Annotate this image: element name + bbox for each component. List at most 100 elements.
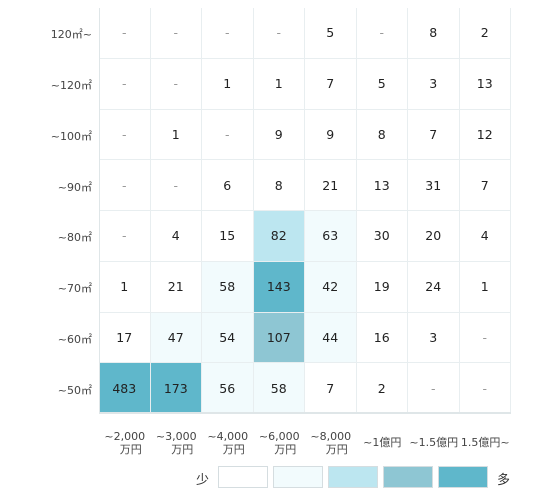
heatmap-cell: 107 [253,312,305,364]
y-tick-label: ~80㎡ [57,231,92,245]
heatmap-cell: - [202,109,254,161]
heatmap-cell: - [150,160,202,211]
x-tick-label-line: 1.5億円~ [460,436,510,449]
legend-swatch [383,466,433,488]
heatmap-cell: - [150,58,202,110]
y-tick-label: ~50㎡ [57,383,92,397]
heatmap-cell: 7 [459,160,511,211]
legend-swatch [273,466,323,488]
y-tick-label: 120㎡~ [50,28,92,42]
x-tick-label-line: ~2,000 [104,430,146,443]
heatmap-cell: 82 [253,211,305,262]
heatmap-cell: 7 [408,109,460,161]
heatmap-cell: 42 [305,261,357,313]
heatmap-cell: 54 [202,312,254,364]
y-tick-label: ~90㎡ [57,180,92,194]
heatmap-grid: - - - -5-8 2- -1 1 7 5 3 13-1-9 9 8 7 12- -6 8 21 13 31 7-4 1… [99,8,511,414]
legend-swatch [328,466,378,488]
heatmap-cell: 8 [356,109,408,161]
x-tick-label: ~1.5億円 [408,430,460,449]
x-tick-label: ~4,000 万円 [202,430,254,456]
heatmap-cell: 17 [99,312,151,364]
x-tick-label-line: ~1.5億円 [409,436,459,449]
heatmap-cell: - [459,312,511,364]
heatmap-cell: - [99,160,151,211]
x-tick-label: ~1億円 [357,430,409,449]
heatmap-cell: 44 [305,312,357,364]
heatmap-cell: 5 [356,58,408,110]
heatmap-cell: - [99,211,151,262]
heatmap-cell: 9 [253,109,305,161]
heatmap-cell: 24 [408,261,460,313]
heatmap-cell: 1 [150,109,202,161]
heatmap-cell: - [356,8,408,59]
heatmap-cell: 6 [202,160,254,211]
heatmap-cell: 143 [253,261,305,313]
heatmap-cell: 7 [305,363,357,414]
x-tick-label: ~3,000 万円 [151,430,203,456]
x-tick-label: ~8,000 万円 [305,430,357,456]
heatmap-cell: 1 [99,261,151,313]
heatmap-cell: - [99,109,151,161]
heatmap-cell: 30 [356,211,408,262]
heatmap-cell: - [408,363,460,414]
heatmap-cell: - [99,8,151,59]
y-tick-label: ~60㎡ [57,332,92,346]
x-tick-label-line: 万円 [325,443,348,456]
heatmap-cell: 2 [459,8,511,59]
legend-swatch [438,466,488,488]
legend-high-label: 多 [497,473,511,488]
x-tick-label-line: ~3,000 [155,430,197,443]
x-tick-label: ~2,000 万円 [99,430,151,456]
heatmap-cell: 2 [356,363,408,414]
heatmap-cell: 7 [305,58,357,110]
heatmap-cell: 3 [408,58,460,110]
heatmap-cell: 21 [150,261,202,313]
heatmap-cell: 8 [408,8,460,59]
y-tick-label: ~120㎡ [50,79,92,93]
heatmap-cell: 4 [459,211,511,262]
x-tick-label-line: ~6,000 [258,430,300,443]
x-tick-label-line: ~1億円 [363,436,402,449]
x-tick-label-line: 万円 [222,443,245,456]
x-tick-label: 1.5億円~ [460,430,512,449]
heatmap-cell: 13 [356,160,408,211]
heatmap-cell: 5 [305,8,357,59]
heatmap-cell: 31 [408,160,460,211]
heatmap-cell: 63 [305,211,357,262]
x-tick-label: ~6,000 万円 [254,430,306,456]
heatmap-cell: 8 [253,160,305,211]
x-tick-label-line: 万円 [274,443,297,456]
heatmap-cell: 58 [253,363,305,414]
heatmap-cell: 1 [459,261,511,313]
heatmap-cell: 4 [150,211,202,262]
heatmap-cell: - [99,58,151,110]
x-tick-label-line: ~4,000 [207,430,249,443]
heatmap-cell: 13 [459,58,511,110]
heatmap-cell: 1 [202,58,254,110]
heatmap-cell: 47 [150,312,202,364]
heatmap-cell: 12 [459,109,511,161]
heatmap-cell: - [253,8,305,59]
x-tick-label-line: 万円 [171,443,194,456]
heatmap-cell: - [202,8,254,59]
y-tick-label: ~100㎡ [50,129,92,143]
heatmap-cell: 21 [305,160,357,211]
heatmap-cell: 1 [253,58,305,110]
heatmap-cell: 15 [202,211,254,262]
y-tick-label: ~70㎡ [57,282,92,296]
heatmap-cell: - [459,363,511,414]
heatmap-cell: 483 [99,363,151,414]
heatmap-cell: - [150,8,202,59]
heatmap-cell: 3 [408,312,460,364]
legend-low-label: 少 [196,473,210,488]
x-tick-label-line: 万円 [119,443,142,456]
heatmap-cell: 58 [202,261,254,313]
heatmap-cell: 9 [305,109,357,161]
x-tick-label-line: ~8,000 [310,430,352,443]
heatmap-cell: 19 [356,261,408,313]
heatmap-cell: 20 [408,211,460,262]
heatmap-cell: 16 [356,312,408,364]
heatmap-cell: 56 [202,363,254,414]
heatmap-cell: 173 [150,363,202,414]
